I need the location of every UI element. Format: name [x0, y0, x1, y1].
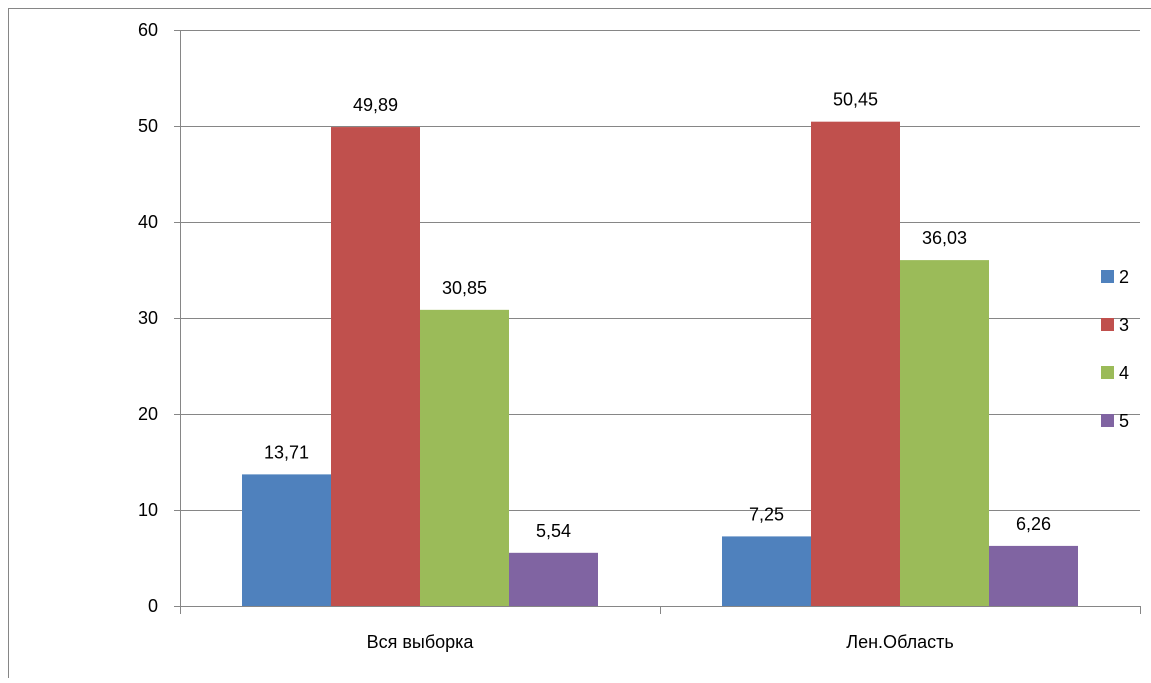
data-label: 5,54: [536, 521, 571, 541]
y-tick-label: 50: [138, 116, 158, 136]
bar-3-0: [331, 127, 420, 606]
data-label: 13,71: [264, 442, 309, 462]
legend-label: 3: [1119, 315, 1129, 335]
legend-swatch-2: [1101, 270, 1114, 283]
data-label: 6,26: [1016, 514, 1051, 534]
bar-5-1: [989, 546, 1078, 606]
bars: [242, 122, 1078, 606]
y-axis-ticks: 0 10 20 30 40 50 60: [138, 20, 158, 616]
bar-2-0: [242, 474, 331, 606]
x-axis-ticks: Вся выборка Лен.Область: [367, 632, 954, 652]
y-tick-label: 30: [138, 308, 158, 328]
legend-swatch-4: [1101, 366, 1114, 379]
bar-4-0: [420, 310, 509, 606]
legend: 2 3 4 5: [1101, 267, 1129, 431]
bar-3-1: [811, 122, 900, 606]
y-tick-label: 0: [148, 596, 158, 616]
bar-5-0: [509, 553, 598, 606]
bar-2-1: [722, 536, 811, 606]
y-tick-label: 60: [138, 20, 158, 40]
data-label: 49,89: [353, 95, 398, 115]
legend-label: 2: [1119, 267, 1129, 287]
legend-swatch-5: [1101, 414, 1114, 427]
y-tick-label: 40: [138, 212, 158, 232]
x-tick-label: Вся выборка: [367, 632, 475, 652]
data-label: 7,25: [749, 504, 784, 524]
legend-swatch-3: [1101, 318, 1114, 331]
gridlines: [180, 31, 1140, 511]
data-label: 36,03: [922, 228, 967, 248]
legend-label: 4: [1119, 363, 1129, 383]
legend-label: 5: [1119, 411, 1129, 431]
data-label: 50,45: [833, 90, 878, 110]
data-label: 30,85: [442, 278, 487, 298]
y-tick-label: 20: [138, 404, 158, 424]
x-tick-label: Лен.Область: [846, 632, 953, 652]
bar-4-1: [900, 260, 989, 606]
y-tick-label: 10: [138, 500, 158, 520]
